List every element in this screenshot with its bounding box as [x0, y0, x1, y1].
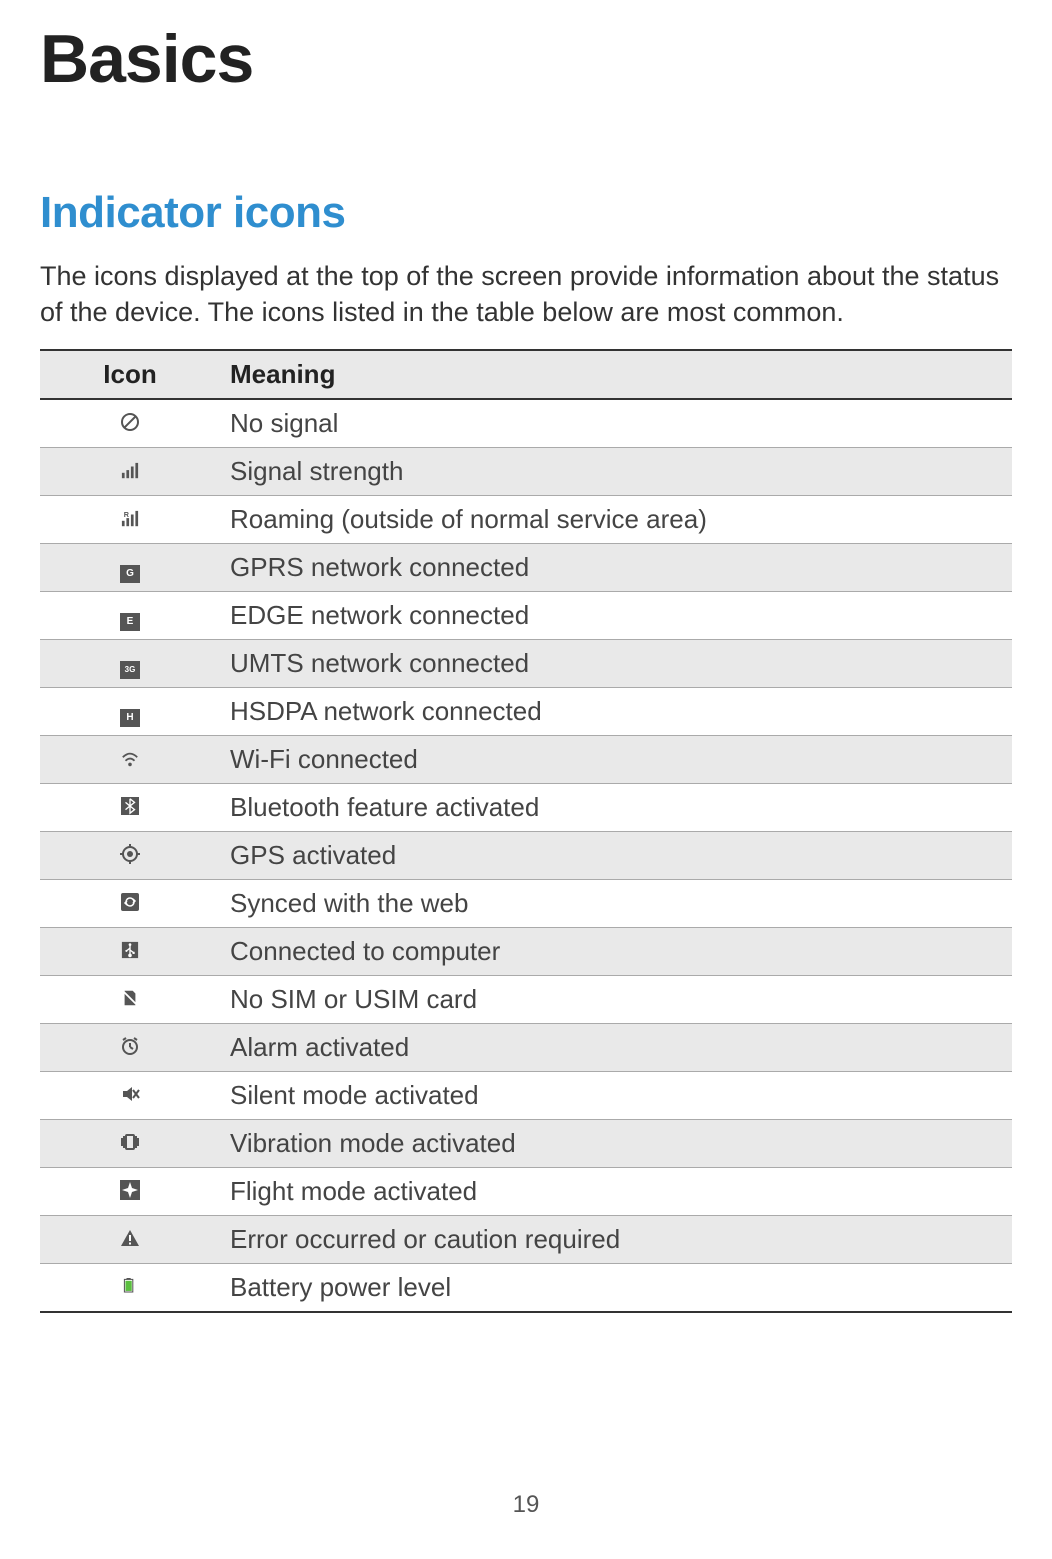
table-row: Wi-Fi connected	[40, 735, 1012, 783]
vibration-icon	[40, 1119, 220, 1167]
table-row: Vibration mode activated	[40, 1119, 1012, 1167]
table-header-icon: Icon	[40, 350, 220, 399]
silent-icon	[40, 1071, 220, 1119]
table-row: No SIM or USIM card	[40, 975, 1012, 1023]
alarm-icon	[40, 1023, 220, 1071]
icon-meaning: No signal	[220, 399, 1012, 448]
table-row: Flight mode activated	[40, 1167, 1012, 1215]
icon-meaning: EDGE network connected	[220, 591, 1012, 639]
svg-text:R: R	[124, 510, 130, 519]
table-row: Silent mode activated	[40, 1071, 1012, 1119]
page-number: 19	[0, 1491, 1052, 1519]
table-row: HHSDPA network connected	[40, 687, 1012, 735]
icon-meaning: Battery power level	[220, 1263, 1012, 1312]
sync-icon	[40, 879, 220, 927]
table-row: Bluetooth feature activated	[40, 783, 1012, 831]
icon-meaning: Bluetooth feature activated	[220, 783, 1012, 831]
icon-meaning: Wi-Fi connected	[220, 735, 1012, 783]
flight-icon	[40, 1167, 220, 1215]
table-row: Synced with the web	[40, 879, 1012, 927]
indicator-icons-table: Icon Meaning No signalSignal strength R Ro…	[40, 349, 1012, 1313]
table-row: GGPRS network connected	[40, 543, 1012, 591]
hsdpa-icon: H	[40, 687, 220, 735]
icon-meaning: Signal strength	[220, 447, 1012, 495]
intro-text: The icons displayed at the top of the sc…	[40, 258, 1012, 331]
table-row: Signal strength	[40, 447, 1012, 495]
table-row: 3GUMTS network connected	[40, 639, 1012, 687]
table-row: Connected to computer	[40, 927, 1012, 975]
icon-meaning: GPS activated	[220, 831, 1012, 879]
icon-meaning: Roaming (outside of normal service area)	[220, 495, 1012, 543]
icon-meaning: Connected to computer	[220, 927, 1012, 975]
table-row: Battery power level	[40, 1263, 1012, 1312]
icon-meaning: GPRS network connected	[220, 543, 1012, 591]
edge-icon: E	[40, 591, 220, 639]
icon-meaning: Synced with the web	[220, 879, 1012, 927]
icon-meaning: Flight mode activated	[220, 1167, 1012, 1215]
table-row: R Roaming (outside of normal service area…	[40, 495, 1012, 543]
icon-meaning: Error occurred or caution required	[220, 1215, 1012, 1263]
table-row: Alarm activated	[40, 1023, 1012, 1071]
table-header-meaning: Meaning	[220, 350, 1012, 399]
icon-meaning: HSDPA network connected	[220, 687, 1012, 735]
bluetooth-icon	[40, 783, 220, 831]
table-row: EEDGE network connected	[40, 591, 1012, 639]
wifi-icon	[40, 735, 220, 783]
icon-meaning: Vibration mode activated	[220, 1119, 1012, 1167]
icon-meaning: UMTS network connected	[220, 639, 1012, 687]
gps-icon	[40, 831, 220, 879]
usb-icon	[40, 927, 220, 975]
table-row: No signal	[40, 399, 1012, 448]
signal-strength-icon	[40, 447, 220, 495]
icon-meaning: No SIM or USIM card	[220, 975, 1012, 1023]
error-icon	[40, 1215, 220, 1263]
roaming-icon: R	[40, 495, 220, 543]
page-title: Basics	[40, 20, 1012, 98]
section-title: Indicator icons	[40, 188, 1012, 238]
umts-icon: 3G	[40, 639, 220, 687]
no-sim-icon	[40, 975, 220, 1023]
gprs-icon: G	[40, 543, 220, 591]
battery-icon	[40, 1263, 220, 1312]
table-row: Error occurred or caution required	[40, 1215, 1012, 1263]
icon-meaning: Alarm activated	[220, 1023, 1012, 1071]
icon-meaning: Silent mode activated	[220, 1071, 1012, 1119]
no-signal-icon	[40, 399, 220, 448]
table-row: GPS activated	[40, 831, 1012, 879]
